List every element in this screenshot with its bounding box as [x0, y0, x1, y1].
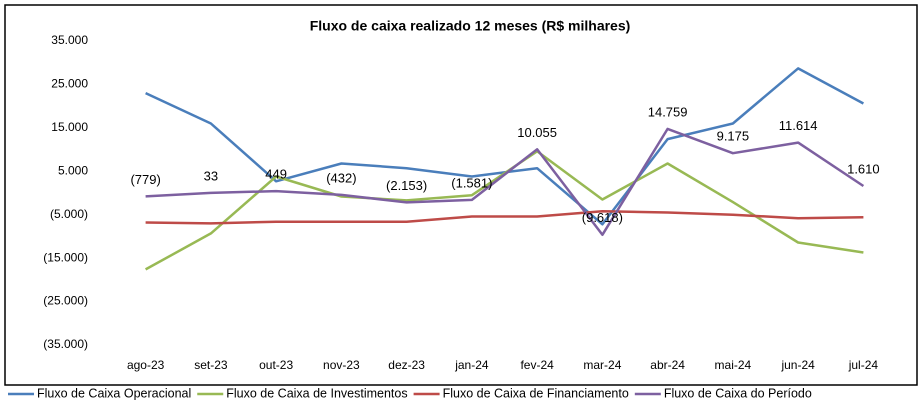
x-tick-label: mar-24 — [583, 358, 621, 372]
x-tick-label: fev-24 — [520, 358, 554, 372]
data-label: 11.614 — [779, 118, 818, 133]
data-label: (1.581) — [451, 175, 492, 190]
data-label: (779) — [130, 172, 160, 187]
x-tick-label: nov-23 — [323, 358, 360, 372]
x-tick-label: out-23 — [259, 358, 293, 372]
x-tick-label: dez-23 — [388, 358, 425, 372]
data-label: (432) — [326, 170, 356, 185]
y-tick-label: 5.000 — [58, 163, 88, 177]
legend-label: Fluxo de Caixa do Período — [664, 386, 812, 400]
x-tick-label: jul-24 — [848, 358, 879, 372]
y-tick-label: (5.000) — [50, 207, 88, 221]
y-tick-label: (15.000) — [43, 250, 88, 264]
data-label: 9.175 — [717, 129, 750, 144]
x-tick-label: jun-24 — [780, 358, 815, 372]
data-label: 1.610 — [847, 161, 880, 176]
legend-label: Fluxo de Caixa de Investimentos — [226, 386, 407, 400]
data-label: 33 — [204, 168, 218, 183]
series-line — [145, 209, 864, 225]
x-tick-label: set-23 — [194, 358, 228, 372]
y-tick-label: 25.000 — [51, 77, 88, 91]
x-tick-label: ago-23 — [127, 358, 165, 372]
legend-label: Fluxo de Caixa de Financiamento — [443, 386, 629, 400]
y-tick-label: 15.000 — [51, 120, 88, 134]
x-tick-label: mai-24 — [715, 358, 752, 372]
series-line — [145, 127, 865, 237]
chart-title: Fluxo de caixa realizado 12 meses (R$ mi… — [310, 18, 631, 34]
y-tick-label: (35.000) — [43, 337, 88, 351]
y-tick-label: (25.000) — [43, 294, 88, 308]
data-label: (9.618) — [582, 210, 623, 225]
data-label: 14.759 — [648, 104, 688, 119]
data-label: 449 — [265, 166, 287, 181]
data-label: 10.055 — [517, 125, 557, 140]
y-tick-label: 35.000 — [51, 33, 88, 47]
legend-label: Fluxo de Caixa Operacional — [37, 386, 191, 400]
data-label: (2.153) — [386, 178, 427, 193]
x-tick-label: jan-24 — [454, 358, 489, 372]
x-tick-label: abr-24 — [650, 358, 685, 372]
